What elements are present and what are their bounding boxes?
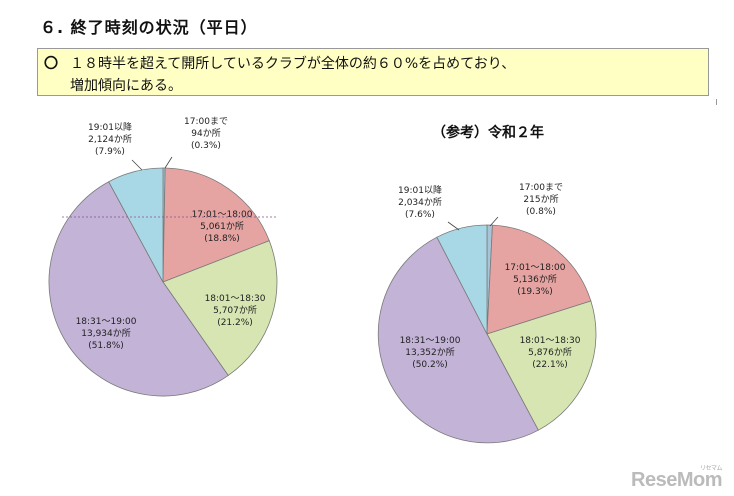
slice-label-pct: (51.8%) xyxy=(88,341,124,351)
slice-label-pct: (0.3%) xyxy=(191,141,221,151)
slice-label-2-s1: 17:00まで 215か所 (0.8%) xyxy=(519,182,563,217)
slice-label-pct: (50.2%) xyxy=(412,360,448,370)
callout-line-2: 増加傾向にある。 xyxy=(70,78,182,94)
slice-label-label: 18:01～18:30 xyxy=(205,294,266,304)
slice-label-2-s2: 17:01～18:00 5,136か所 (19.3%) xyxy=(505,263,566,297)
pie-slice-2-s4 xyxy=(377,236,539,444)
pie-slice-1-s5 xyxy=(108,167,164,283)
slice-label-pct: (21.2%) xyxy=(217,318,253,328)
pie-chart-2: 17:00まで 215か所 (0.8%) 17:01～18:00 5,136か所 (19.… xyxy=(377,182,597,444)
slice-label-count: 5,061か所 xyxy=(200,221,244,232)
watermark-sub: リセマム xyxy=(699,466,723,472)
slice-label-pct: (0.8%) xyxy=(526,207,556,217)
slice-label-2-s5: 19:01以降 2,034か所 (7.6%) xyxy=(398,184,442,220)
slice-label-count: 13,934か所 xyxy=(81,328,131,339)
slice-label-2-s4: 18:31～19:00 13,352か所 (50.2%) xyxy=(400,336,461,370)
slice-label-1-s1: 17:00まで 94か所 (0.3%) xyxy=(184,116,228,151)
summary-callout: 〇 １８時半を超えて開所しているクラブが全体の約６０%を占めており、 増加傾向にあ… xyxy=(37,48,709,96)
slice-label-label: 17:00まで xyxy=(519,182,563,193)
leader-line-2-s1 xyxy=(489,216,499,227)
slice-label-pct: (22.1%) xyxy=(532,360,568,370)
slice-label-count: 13,352か所 xyxy=(405,347,455,358)
slice-label-1-s4: 18:31～19:00 13,934か所 (51.8%) xyxy=(76,317,137,351)
slice-label-label: 18:31～19:00 xyxy=(76,317,137,327)
page-heading: ６. 終了時刻の状況（平日） xyxy=(40,18,258,37)
slice-label-1-s2: 17:01～18:00 5,061か所 (18.8%) xyxy=(192,210,253,244)
slice-label-label: 19:01以降 xyxy=(88,121,132,133)
watermark-brand: ReseMom xyxy=(631,469,722,491)
leader-line-1-s5 xyxy=(131,159,143,171)
slice-label-label: 19:01以降 xyxy=(398,184,442,196)
slice-label-pct: (18.8%) xyxy=(204,234,240,244)
pie-slice-1-s3 xyxy=(162,240,278,377)
leader-line-2-s5 xyxy=(447,221,460,231)
slice-label-count: 2,124か所 xyxy=(88,134,132,145)
circle-bullet-icon: 〇 xyxy=(44,56,58,72)
slice-label-count: 5,876か所 xyxy=(528,347,572,358)
slice-label-label: 17:01～18:00 xyxy=(505,263,566,273)
slice-label-count: 215か所 xyxy=(523,194,558,205)
pie-slice-2-s5 xyxy=(436,224,488,335)
slice-label-count: 5,136か所 xyxy=(513,274,557,285)
slice-label-count: 2,034か所 xyxy=(398,197,442,208)
watermark-logo: ReseMom リセマム xyxy=(631,466,722,492)
slice-label-2-s3: 18:01～18:30 5,876か所 (22.1%) xyxy=(520,336,581,370)
slice-label-pct: (7.9%) xyxy=(95,147,125,157)
pie-slice-2-s2 xyxy=(486,224,592,335)
edge-tick xyxy=(716,99,717,105)
reference-chart-title: （参考）令和２年 xyxy=(432,125,544,141)
slice-label-label: 18:31～19:00 xyxy=(400,336,461,346)
slice-label-count: 5,707か所 xyxy=(213,305,257,316)
slice-label-label: 18:01～18:30 xyxy=(520,336,581,346)
leader-line-1-s1 xyxy=(164,156,173,169)
slice-label-1-s3: 18:01～18:30 5,707か所 (21.2%) xyxy=(205,294,266,328)
callout-line-1: 〇 １８時半を超えて開所しているクラブが全体の約６０%を占めており、 xyxy=(44,53,708,75)
callout-text-1: １８時半を超えて開所しているクラブが全体の約６０%を占めており、 xyxy=(70,56,516,72)
pie-slice-2-s3 xyxy=(486,300,597,431)
slice-label-count: 94か所 xyxy=(191,128,220,139)
pie-chart-1: 17:00まで 94か所 (0.3%) 17:01～18:00 5,061か所 (18.8… xyxy=(48,116,278,397)
slice-label-label: 17:01～18:00 xyxy=(192,210,253,220)
pie-slice-1-s2 xyxy=(162,167,270,283)
pie-slice-1-s4 xyxy=(48,181,229,397)
slice-label-label: 17:00まで xyxy=(184,116,228,127)
slice-label-pct: (7.6%) xyxy=(405,210,435,220)
slice-label-pct: (19.3%) xyxy=(517,287,553,297)
slice-label-1-s5: 19:01以降 2,124か所 (7.9%) xyxy=(88,121,132,157)
